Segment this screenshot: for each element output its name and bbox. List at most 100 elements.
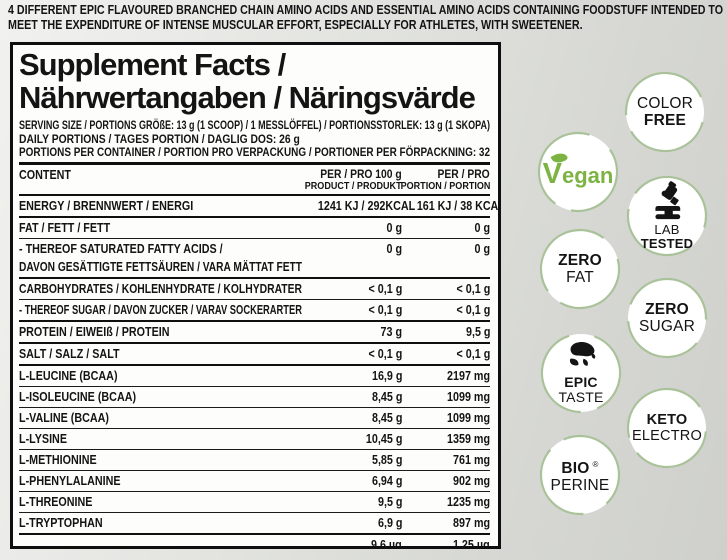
badge-lab-tested: LAB TESTED: [626, 175, 708, 257]
facts-row: PROTEIN / EIWEIß / PROTEIN 73 g 9,5 g: [19, 322, 490, 344]
daily-portions-line: DAILY PORTIONS / TAGES PORTION / DAGLIG …: [19, 131, 300, 146]
per100-header-line2: PRODUCT / PRODUKT: [305, 179, 402, 192]
value-per-100g: < 0,1 g: [368, 282, 402, 296]
per100-header-line1: PER / PRO 100 g: [320, 166, 402, 181]
value-per-100g: 6,94 g: [371, 474, 402, 488]
facts-row: L-LEUCINE (BCAA) 16,9 g 2197 mg: [19, 366, 490, 387]
facts-row: L-METHIONINE 5,85 g 761 mg: [19, 450, 490, 471]
badge-text: KETO: [646, 412, 688, 428]
value-per-portion: 161 KJ / 38 KCAL: [416, 199, 501, 213]
value-per-100g: < 0,1 g: [368, 347, 402, 361]
value-per-portion: 9,5 g: [465, 325, 490, 339]
nutrient-label: L-METHIONINE: [19, 453, 97, 467]
panel-title-line2: Nährwertangaben / Näringsvärde: [19, 80, 476, 115]
value-per-100g: < 0,1 g: [368, 303, 402, 317]
badge-text: ZERO: [558, 252, 602, 269]
panel-title-line1: Supplement Facts /: [19, 47, 286, 82]
microscope-icon: [648, 181, 686, 221]
facts-row: L-VALINE (BCAA) 8,45 g 1099 mg: [19, 408, 490, 429]
facts-row: SALT / SALZ / SALT < 0,1 g < 0,1 g: [19, 344, 490, 366]
value-per-portion: 1099 mg: [446, 390, 490, 404]
badge-zero-fat: ZERO FAT: [539, 228, 621, 310]
value-per-portion: < 0,1 g: [456, 282, 490, 296]
badge-text: SUGAR: [638, 318, 696, 335]
facts-row: L-THREONINE 9,5 g 1235 mg: [19, 492, 490, 513]
facts-row: - THEREOF SUGAR / DAVON ZUCKER / VARAV S…: [19, 300, 490, 322]
facts-row: L-TRYPTOPHAN 6,9 g 897 mg: [19, 513, 490, 535]
product-disclaimer: 4 DIFFERENT EPIC FLAVOURED BRANCHED CHAI…: [8, 3, 723, 33]
badge-text: TESTED: [640, 236, 694, 251]
value-per-100g: 10,45 g: [365, 432, 402, 446]
badge-text: ELECTRO: [632, 428, 702, 444]
value-per-portion: < 0,1 g: [456, 303, 490, 317]
nutrient-label: SALT / SALZ / SALT: [19, 347, 120, 361]
nutrient-label: CARBOHYDRATES / KOHLENHYDRATE / KOLHYDRA…: [19, 282, 302, 296]
badge-text: FAT: [566, 269, 594, 286]
nutrient-label: L-LEUCINE (BCAA): [19, 369, 118, 383]
value-per-100g: 5,85 g: [371, 453, 402, 467]
disclaimer-line: MEET THE EXPENDITURE OF INTENSE MUSCULAR…: [8, 18, 583, 32]
tongue-icon: [561, 341, 601, 373]
badge-text: ZERO: [645, 301, 689, 318]
facts-row: CARBOHYDRATES / KOHLENHYDRATE / KOLHYDRA…: [19, 279, 490, 300]
value-per-100g: 73 g: [380, 325, 402, 339]
badge-zero-sugar: ZERO SUGAR: [626, 277, 708, 359]
nutrient-label: L-VALINE (BCAA): [19, 411, 109, 425]
disclaimer-line: 4 DIFFERENT EPIC FLAVOURED BRANCHED CHAI…: [8, 3, 723, 17]
badge-color-free: COLOR FREE: [624, 71, 706, 153]
facts-row: L-PHENYLALANINE 6,94 g 902 mg: [19, 471, 490, 492]
vegan-wordmark: Vegan: [543, 150, 613, 189]
value-per-portion: 1,25 µg: [453, 538, 490, 549]
badge-bio-perine: BIO ® PERINE: [539, 434, 621, 516]
badge-text: BIO ®: [561, 459, 599, 478]
nutrient-label: VITAMIN B12: [19, 548, 85, 549]
portion-header-line2: PORTION / PORTION: [400, 179, 490, 192]
value-per-portion: 0 g: [474, 221, 490, 235]
value-per-portion: < 0,1 g: [456, 347, 490, 361]
nutrient-label: - THEREOF SATURATED FATTY ACIDS /: [19, 242, 223, 256]
supplement-facts-panel: Supplement Facts / Nährwertangaben / När…: [10, 42, 501, 549]
badge-text: LAB: [654, 222, 680, 237]
serving-size-line: SERVING SIZE / PORTIONS GRÖßE: 13 g (1 S…: [19, 118, 490, 132]
badge-epic-taste: EPIC TASTE: [540, 332, 622, 414]
portions-per-container-line: PORTIONS PER CONTAINER / PORTION PRO VER…: [19, 145, 490, 159]
badge-vegan: Vegan: [537, 131, 619, 213]
nutrient-label: L-PHENYLALANINE: [19, 474, 121, 488]
divider-heavy: [19, 161, 490, 165]
value-per-portion: 0 g: [474, 242, 490, 256]
nutrient-label: - THEREOF SUGAR / DAVON ZUCKER / VARAV S…: [19, 303, 302, 317]
registered-mark: ®: [592, 459, 599, 469]
value-per-100g: 8,45 g: [371, 411, 402, 425]
portion-header-line1: PER / PRO: [437, 166, 490, 181]
value-per-100g: 1241 KJ / 292KCAL: [317, 199, 416, 213]
nutrient-label: L-THREONINE: [19, 495, 93, 509]
badge-keto-electro: KETO ELECTRO: [626, 387, 708, 469]
value-per-100g: 6,9 g: [377, 516, 402, 530]
nutrient-label: L-ISOLEUCINE (BCAA): [19, 390, 137, 404]
badge-text: FREE: [643, 112, 687, 129]
facts-row: VITAMIN B129,6 µg(384.6% NRV*)1,25 µg(50…: [19, 535, 490, 549]
value-per-100g: 16,9 g: [371, 369, 402, 383]
badge-text: PERINE: [550, 477, 610, 495]
value-per-100g: 0 g: [386, 242, 402, 256]
nutrient-label: PROTEIN / EIWEIß / PROTEIN: [19, 325, 170, 339]
badge-text: EPIC: [564, 373, 598, 390]
value-per-100g: 9,6 µg: [371, 538, 402, 549]
facts-column-header: CONTENT PER / PRO 100 g PRODUCT / PRODUK…: [19, 165, 490, 195]
nutrient-label: FAT / FETT / FETT: [19, 221, 111, 235]
value-per-portion: 897 mg: [452, 516, 490, 530]
nutrient-label: L-TRYPTOPHAN: [19, 516, 103, 530]
facts-rows: ENERGY / BRENNWERT / ENERGI 1241 KJ / 292…: [19, 196, 498, 549]
divider-heavy: [19, 194, 490, 196]
facts-row: ENERGY / BRENNWERT / ENERGI 1241 KJ / 292…: [19, 196, 498, 218]
serving-info: SERVING SIZE / PORTIONS GRÖßE: 13 g (1 S…: [19, 118, 490, 160]
value-per-portion: 1359 mg: [446, 432, 490, 446]
nutrient-label: L-LYSINE: [19, 432, 67, 446]
value-per-portion: 1235 mg: [446, 495, 490, 509]
badge-text: TASTE: [558, 389, 604, 405]
value-per-portion: 761 mg: [452, 453, 490, 467]
panel-title: Supplement Facts / Nährwertangaben / När…: [19, 48, 490, 114]
value-per-100g: 9,5 g: [377, 495, 402, 509]
facts-row: L-ISOLEUCINE (BCAA) 8,45 g 1099 mg: [19, 387, 490, 408]
facts-row: L-LYSINE 10,45 g 1359 mg: [19, 429, 490, 450]
